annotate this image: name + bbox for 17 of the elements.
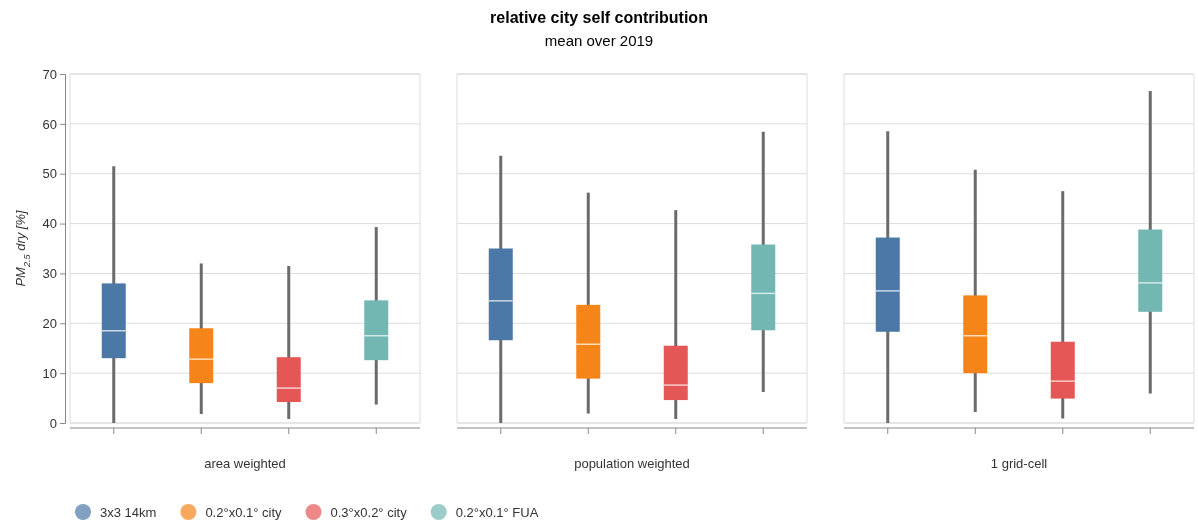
legend-label: 0.2°x0.1° city	[205, 505, 283, 520]
y-tick-label: 30	[42, 266, 57, 282]
x-tick-label: area weighted	[204, 456, 286, 471]
legend-label: 0.2°x0.1° FUA	[455, 505, 539, 520]
legend-label: 3x3 14km	[100, 505, 157, 520]
y-tick-label: 60	[42, 116, 57, 132]
chart-title: relative city self contribution	[490, 9, 708, 26]
y-tick-label: 20	[42, 315, 57, 331]
y-tick-label: 70	[42, 66, 57, 82]
y-tick-label: 50	[42, 166, 57, 182]
chart-subtitle: mean over 2019	[544, 32, 654, 49]
x-tick-label: population weighted	[574, 456, 690, 471]
x-tick-label: 1 grid-cell	[990, 456, 1048, 471]
y-tick-label: 40	[42, 216, 57, 232]
y-tick-label: 0	[49, 415, 57, 431]
y-tick-label: 10	[42, 365, 57, 381]
legend-label: 0.3°x0.2° city	[330, 505, 408, 520]
